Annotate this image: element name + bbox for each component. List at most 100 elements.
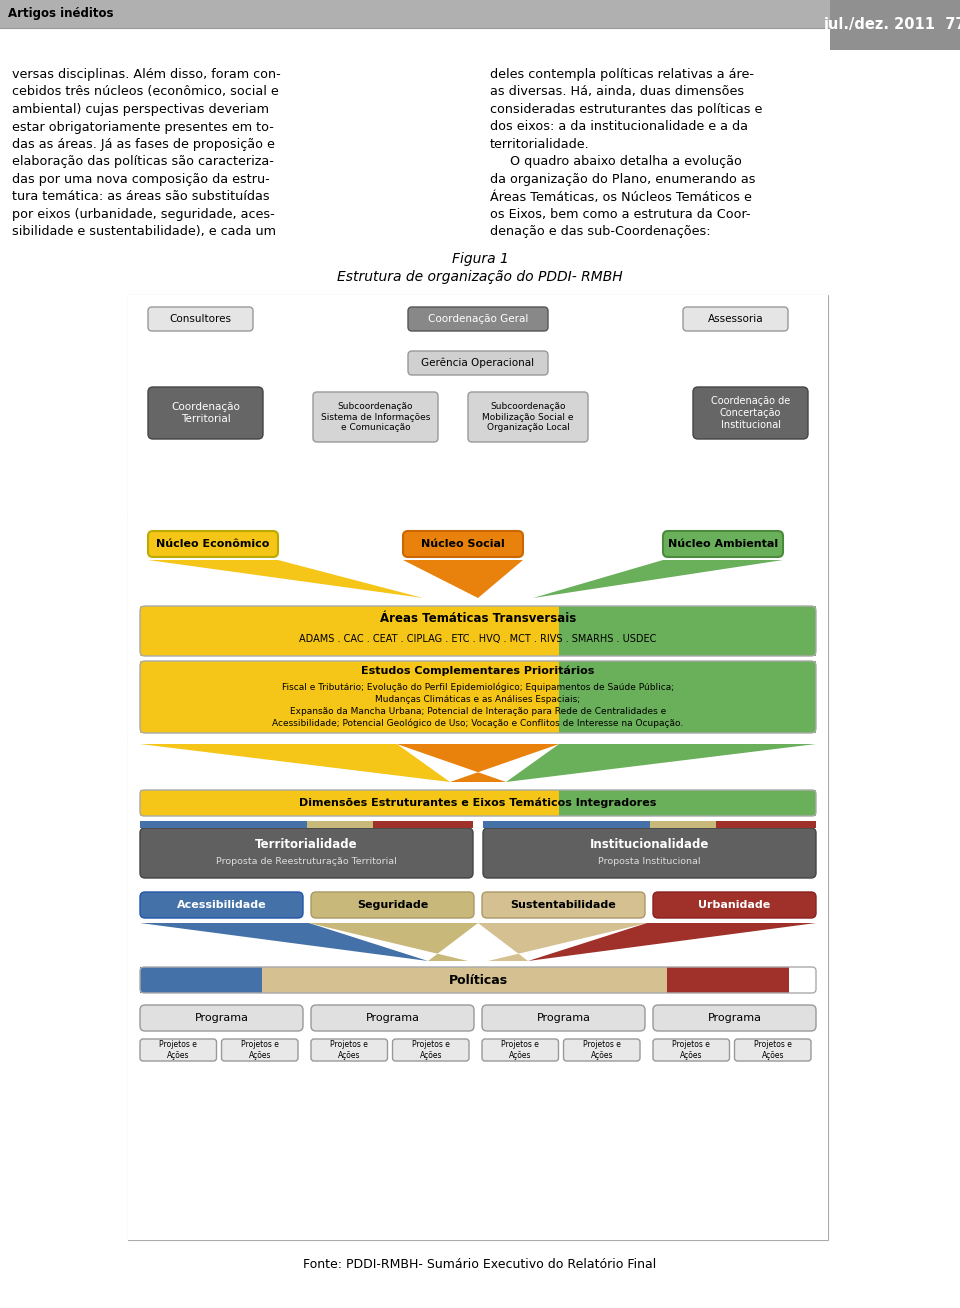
Text: territorialidade.: territorialidade. [490, 139, 589, 150]
Bar [128, 296, 828, 1240]
Text: Núcleo Ambiental: Núcleo Ambiental [668, 539, 778, 549]
Text: Proposta de Reestruturação Territorial: Proposta de Reestruturação Territorial [216, 858, 396, 866]
FancyBboxPatch shape [468, 392, 588, 442]
Text: Subcoordenação
Mobilização Social e
Organização Local: Subcoordenação Mobilização Social e Orga… [482, 402, 574, 432]
Text: Territorialidade: Territorialidade [255, 837, 358, 850]
Text: Áreas Temáticas, os Núcleos Temáticos e: Áreas Temáticas, os Núcleos Temáticos e [490, 191, 752, 204]
Text: Subcoordenação
Sistema de Informações
e Comunicação: Subcoordenação Sistema de Informações e … [321, 402, 430, 432]
FancyBboxPatch shape [653, 892, 816, 918]
FancyBboxPatch shape [140, 1039, 217, 1061]
FancyBboxPatch shape [734, 1039, 811, 1061]
Bar [483, 821, 650, 828]
FancyBboxPatch shape [693, 387, 808, 439]
Text: da organização do Plano, enumerando as: da organização do Plano, enumerando as [490, 173, 756, 186]
Text: estar obrigatoriamente presentes em to-: estar obrigatoriamente presentes em to- [12, 120, 274, 133]
Text: dos eixos: a da institucionalidade e a da: dos eixos: a da institucionalidade e a d… [490, 120, 748, 133]
Text: Sustentabilidade: Sustentabilidade [511, 900, 616, 910]
Text: Coordenação Geral: Coordenação Geral [428, 314, 528, 324]
Text: Núcleo Social: Núcleo Social [421, 539, 505, 549]
Text: Fonte: PDDI-RMBH- Sumário Executivo do Relatório Final: Fonte: PDDI-RMBH- Sumário Executivo do R… [303, 1258, 657, 1271]
Text: Estudos Complementares Prioritários: Estudos Complementares Prioritários [361, 666, 594, 676]
FancyBboxPatch shape [311, 892, 474, 918]
Polygon shape [478, 923, 647, 961]
FancyBboxPatch shape [148, 387, 263, 439]
FancyBboxPatch shape [140, 828, 473, 878]
Bar [559, 661, 816, 732]
FancyBboxPatch shape [140, 1005, 303, 1031]
Bar [262, 967, 667, 993]
FancyBboxPatch shape [483, 828, 816, 878]
FancyBboxPatch shape [148, 307, 253, 331]
FancyBboxPatch shape [482, 892, 645, 918]
Text: Projetos e
Ações: Projetos e Ações [583, 1040, 621, 1059]
Text: das por uma nova composição da estru-: das por uma nova composição da estru- [12, 173, 270, 186]
Text: cebidos três núcleos (econômico, social e: cebidos três núcleos (econômico, social … [12, 85, 278, 98]
Text: das as áreas. Já as fases de proposição e: das as áreas. Já as fases de proposição … [12, 139, 275, 150]
Text: versas disciplinas. Além disso, foram con-: versas disciplinas. Além disso, foram co… [12, 68, 280, 81]
FancyBboxPatch shape [393, 1039, 469, 1061]
Bar [716, 821, 816, 828]
Text: Gerência Operacional: Gerência Operacional [421, 358, 535, 369]
Text: Áreas Temáticas Transversais: Áreas Temáticas Transversais [380, 612, 576, 625]
Polygon shape [533, 560, 783, 598]
Polygon shape [403, 560, 523, 598]
Bar [559, 790, 816, 816]
Polygon shape [528, 923, 816, 961]
Text: Programa: Programa [195, 1012, 249, 1023]
Text: Projetos e
Ações: Projetos e Ações [159, 1040, 197, 1059]
Bar [559, 606, 816, 657]
Text: Institucionalidade: Institucionalidade [589, 837, 709, 850]
Polygon shape [506, 744, 816, 782]
FancyBboxPatch shape [653, 1039, 730, 1061]
Text: Coordenação de
Concertação
Institucional: Coordenação de Concertação Institucional [710, 396, 790, 429]
FancyBboxPatch shape [222, 1039, 298, 1061]
Bar [0, 0, 960, 27]
FancyBboxPatch shape [408, 307, 548, 331]
Bar [140, 821, 306, 828]
Bar [830, 0, 960, 50]
Text: jul./dez. 2011  77: jul./dez. 2011 77 [824, 17, 960, 33]
Text: Acessibilidade; Potencial Geológico de Uso; Vocação e Conflitos de Interesse na : Acessibilidade; Potencial Geológico de U… [273, 718, 684, 727]
Text: Mudanças Climáticas e as Análises Espaciais;: Mudanças Climáticas e as Análises Espaci… [375, 695, 581, 704]
Polygon shape [140, 744, 450, 782]
Bar [306, 821, 373, 828]
Polygon shape [396, 744, 559, 782]
Text: consideradas estruturantes das políticas e: consideradas estruturantes das políticas… [490, 103, 762, 116]
Bar [667, 967, 789, 993]
Bar [128, 296, 828, 1240]
Text: Expansão da Mancha Urbana; Potencial de Interação para Rede de Centralidades e: Expansão da Mancha Urbana; Potencial de … [290, 706, 666, 715]
FancyBboxPatch shape [140, 892, 303, 918]
FancyBboxPatch shape [683, 307, 788, 331]
Text: sibilidade e sustentabilidade), e cada um: sibilidade e sustentabilidade), e cada u… [12, 225, 276, 238]
Text: Núcleo Econômico: Núcleo Econômico [156, 539, 270, 549]
Text: as diversas. Há, ainda, duas dimensões: as diversas. Há, ainda, duas dimensões [490, 85, 744, 98]
FancyBboxPatch shape [403, 531, 523, 557]
Text: Assessoria: Assessoria [708, 314, 763, 324]
FancyBboxPatch shape [564, 1039, 640, 1061]
Text: Programa: Programa [366, 1012, 420, 1023]
Text: Programa: Programa [708, 1012, 761, 1023]
FancyBboxPatch shape [653, 1005, 816, 1031]
FancyBboxPatch shape [311, 1039, 388, 1061]
Bar [140, 790, 559, 816]
Text: Acessibilidade: Acessibilidade [177, 900, 266, 910]
Text: ADAMS . CAC . CEAT . CIPLAG . ETC . HVQ . MCT . RIVS . SMARHS . USDEC: ADAMS . CAC . CEAT . CIPLAG . ETC . HVQ … [300, 634, 657, 644]
Text: Projetos e
Ações: Projetos e Ações [330, 1040, 369, 1059]
FancyBboxPatch shape [408, 351, 548, 375]
Text: deles contempla políticas relativas a áre-: deles contempla políticas relativas a ár… [490, 68, 754, 81]
Text: O quadro abaixo detalha a evolução: O quadro abaixo detalha a evolução [490, 156, 742, 169]
Polygon shape [309, 923, 478, 961]
Text: Seguridade: Seguridade [357, 900, 428, 910]
Text: por eixos (urbanidade, seguridade, aces-: por eixos (urbanidade, seguridade, aces- [12, 208, 275, 221]
Text: Programa: Programa [537, 1012, 590, 1023]
FancyBboxPatch shape [311, 1005, 474, 1031]
Text: Projetos e
Ações: Projetos e Ações [241, 1040, 278, 1059]
Text: Coordenação
Territorial: Coordenação Territorial [171, 402, 240, 424]
Text: Proposta Institucional: Proposta Institucional [598, 858, 701, 866]
Bar [373, 821, 473, 828]
Text: Políticas: Políticas [448, 973, 508, 986]
Polygon shape [140, 923, 428, 961]
FancyBboxPatch shape [148, 531, 278, 557]
Text: Artigos inéditos: Artigos inéditos [8, 8, 113, 21]
Text: denação e das sub-Coordenações:: denação e das sub-Coordenações: [490, 225, 710, 238]
